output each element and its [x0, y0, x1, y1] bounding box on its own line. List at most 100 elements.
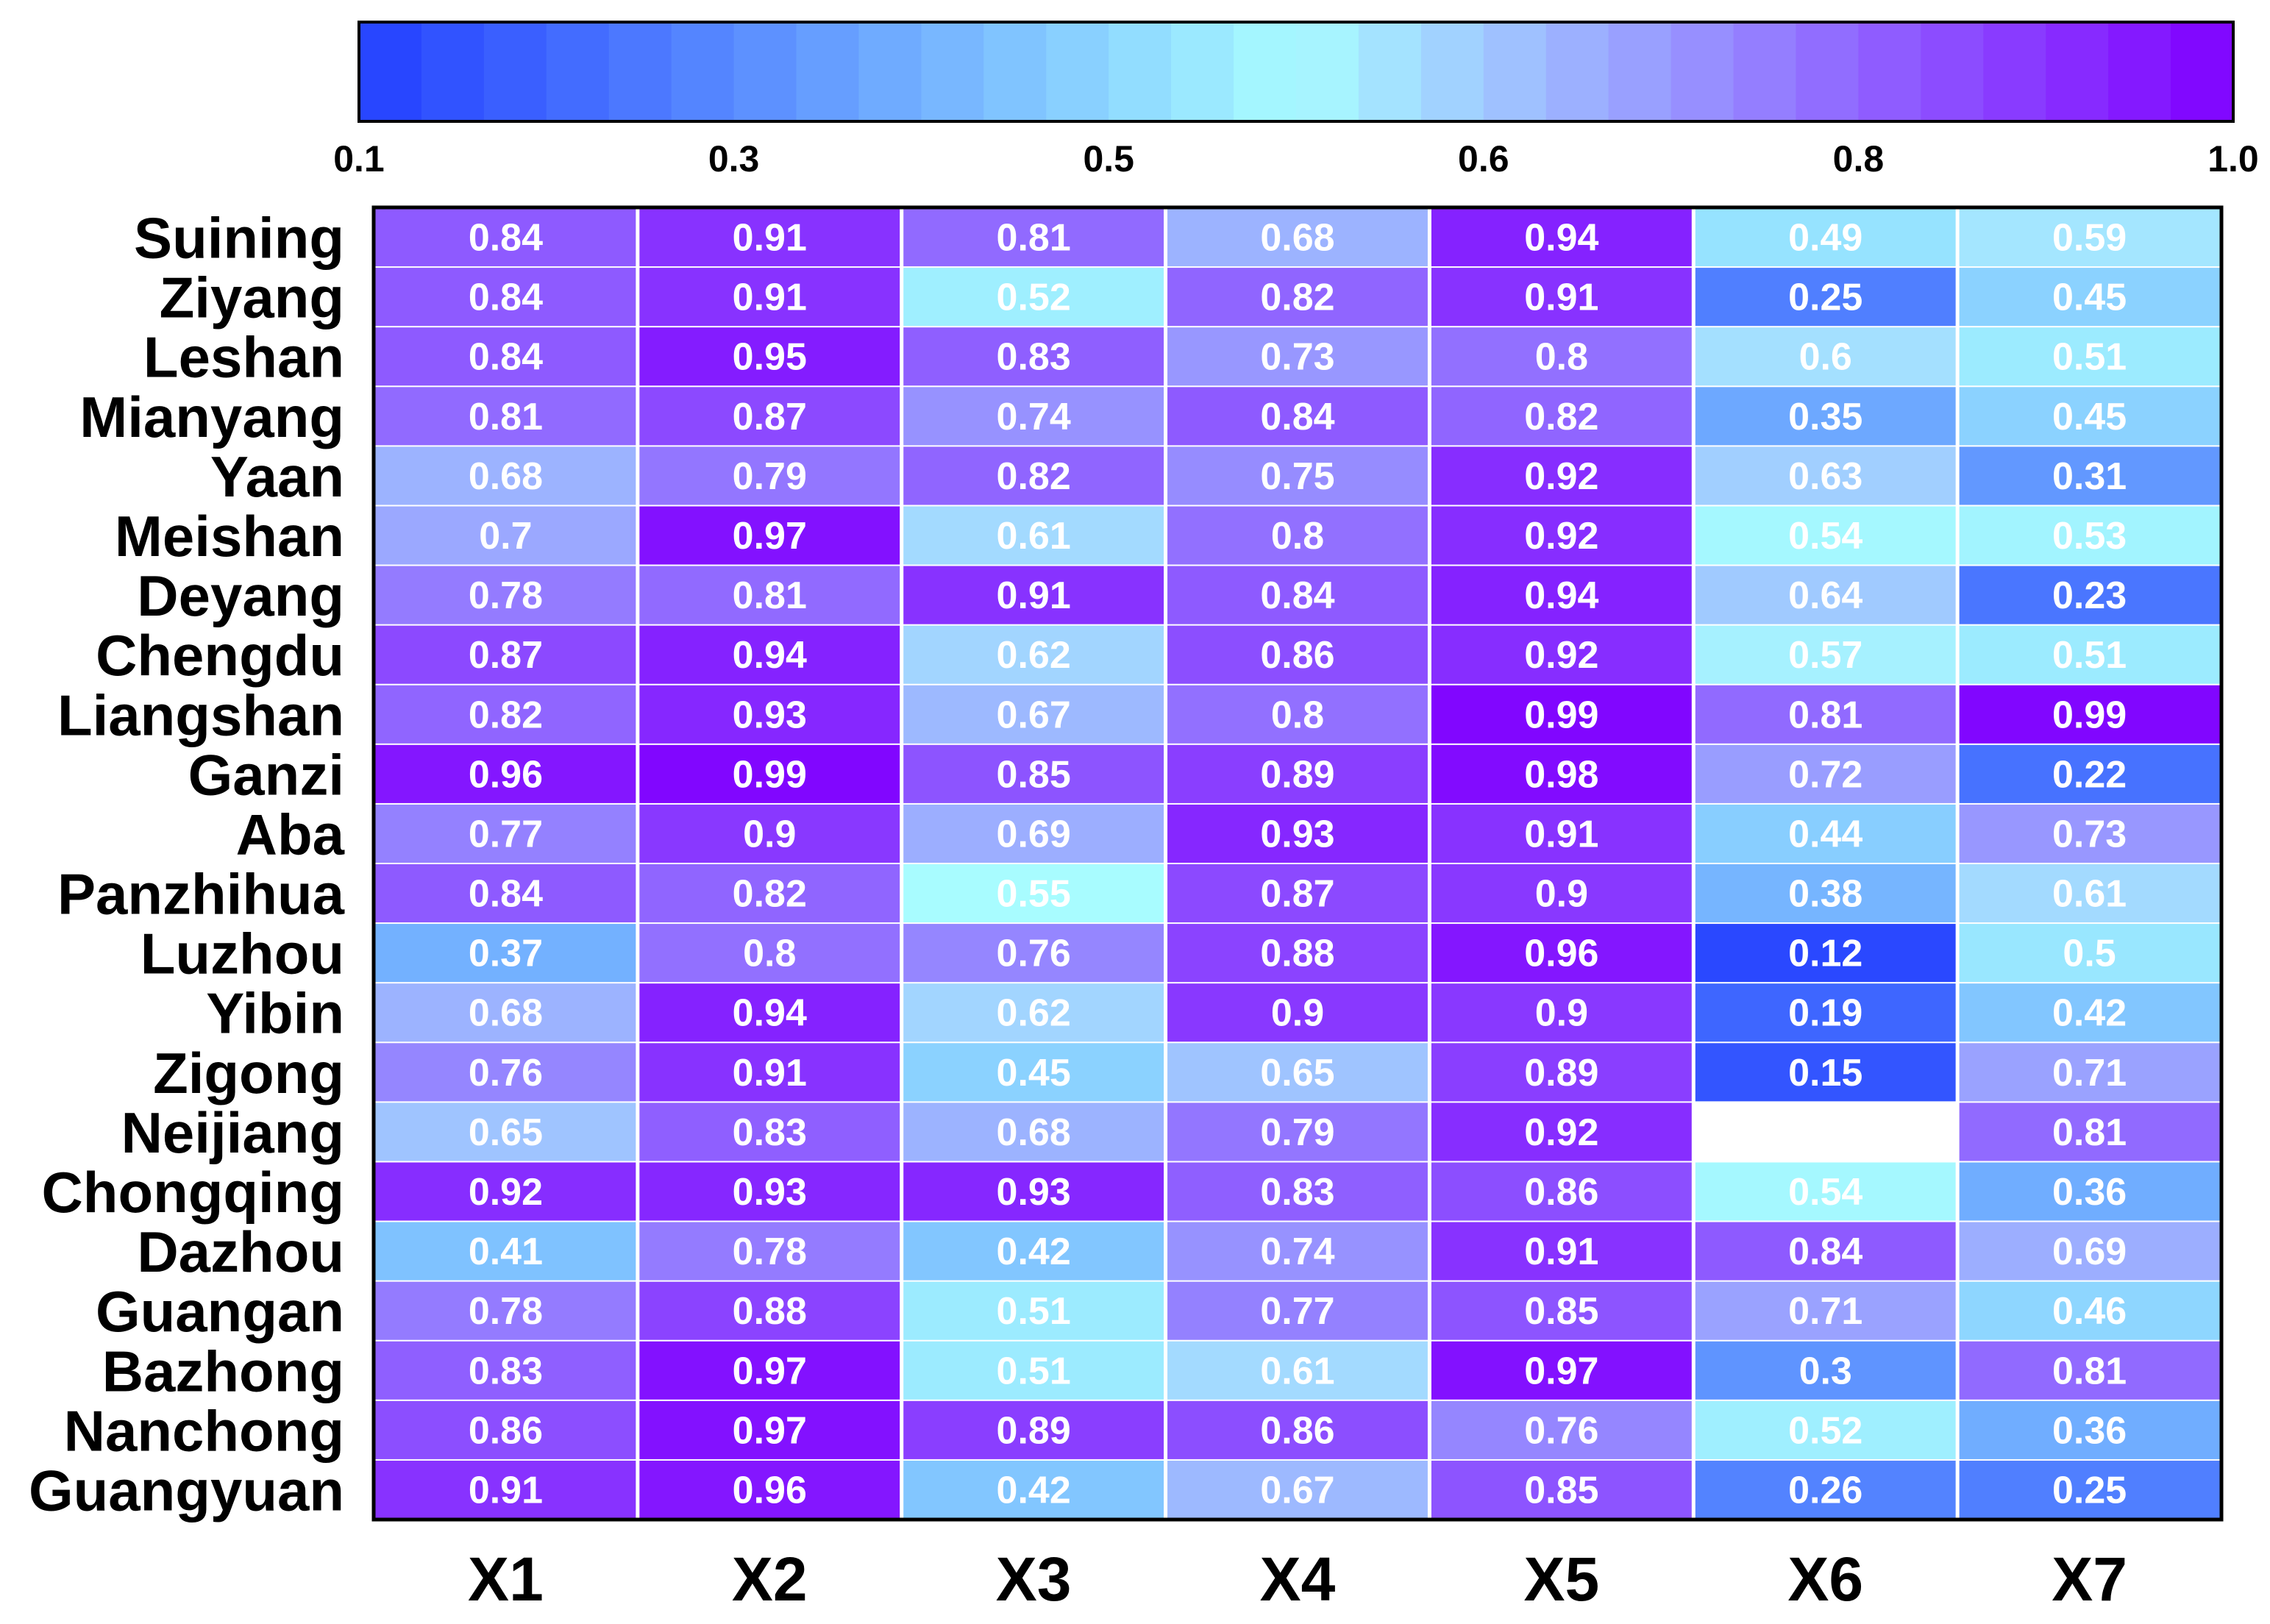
colorbar-step [608, 22, 672, 121]
cell-value-label: 0.99 [733, 753, 807, 796]
cell-value-label: 0.94 [733, 634, 807, 677]
cell-value-label: 0.62 [997, 992, 1071, 1035]
row-label: Chongqing [41, 1160, 344, 1225]
cell-value-label: 0.78 [469, 1290, 543, 1333]
cell-value-label: 0.51 [997, 1290, 1071, 1333]
cell-value-label: 0.5 [2063, 933, 2116, 975]
column-label: X7 [2052, 1545, 2127, 1614]
cell-value-label: 0.45 [997, 1052, 1071, 1094]
cell-value-label: 0.87 [1260, 873, 1334, 916]
heatmap-cell [1695, 1460, 1956, 1519]
heatmap-cell [1167, 864, 1428, 923]
cell-value-label: 0.9 [1271, 992, 1324, 1035]
heatmap-cell [1167, 625, 1428, 684]
cell-value-label: 0.91 [469, 1469, 543, 1511]
cell-value-label: 0.91 [1524, 1231, 1598, 1273]
heatmap-cell [1695, 864, 1956, 923]
heatmap-cell [1695, 1043, 1956, 1102]
cell-value-label: 0.93 [997, 1171, 1071, 1214]
row-label: Dazhou [137, 1219, 344, 1284]
heatmap-cell [1959, 1043, 2220, 1102]
row-label: Suining [134, 206, 344, 271]
heatmap-cell [903, 268, 1164, 327]
heatmap-cell [639, 1460, 900, 1519]
cell-value-label: 0.92 [1524, 634, 1598, 677]
cell-value-label: 0.84 [469, 873, 543, 916]
heatmap-cell [1959, 924, 2220, 983]
cell-value-label: 0.91 [733, 217, 807, 260]
cell-value-label: 0.99 [2052, 694, 2127, 736]
heatmap-cell [1695, 625, 1956, 684]
cell-value-label: 0.8 [1271, 694, 1324, 736]
heatmap-cell [903, 1460, 1164, 1519]
colorbar-step [1796, 22, 1860, 121]
colorbar-step [1420, 22, 1484, 121]
heatmap-cell [375, 864, 636, 923]
heatmap-cell [1167, 1043, 1428, 1102]
colorbar-step [983, 22, 1047, 121]
heatmap-cell [639, 625, 900, 684]
heatmap-cell [1959, 1400, 2220, 1459]
cell-value-label: 0.85 [1524, 1290, 1598, 1333]
colorbar-step [1983, 22, 2046, 121]
column-label: X1 [468, 1545, 544, 1614]
heatmap-cell [1167, 924, 1428, 983]
heatmap-cell [375, 1400, 636, 1459]
colorbar-step [2108, 22, 2171, 121]
colorbar-tick-label: 0.1 [333, 138, 385, 179]
colorbar-step [1858, 22, 1922, 121]
heatmap-cell [1431, 685, 1692, 744]
cell-value-label: 0.96 [1524, 933, 1598, 975]
row-label: Ganzi [188, 742, 344, 807]
heatmap-cell [1695, 1400, 1956, 1459]
cell-value-label: 0.72 [1788, 753, 1862, 796]
colorbar-step [1234, 22, 1297, 121]
heatmap-cell [1431, 864, 1692, 923]
heatmap-cell [1959, 744, 2220, 803]
row-label: Ziyang [160, 266, 344, 330]
heatmap-cell [639, 924, 900, 983]
heatmap-cell [903, 804, 1164, 863]
heatmap-cell [1959, 1222, 2220, 1281]
heatmap-cell [1695, 1341, 1956, 1400]
cell-value-label: 0.45 [2052, 396, 2127, 438]
cell-value-label: 0.85 [1524, 1469, 1598, 1511]
heatmap-cell [1167, 685, 1428, 744]
cell-value-label: 0.87 [469, 634, 543, 677]
row-label: Bazhong [102, 1339, 344, 1403]
cell-value-label: 0.71 [2052, 1052, 2127, 1094]
cell-value-label: 0.68 [997, 1111, 1071, 1154]
heatmap-cell [1167, 1281, 1428, 1340]
column-label: X2 [732, 1545, 808, 1614]
cell-value-label: 0.94 [1524, 574, 1598, 617]
cell-value-label: 0.12 [1788, 933, 1862, 975]
heatmap-cell [1959, 864, 2220, 923]
heatmap-cell [1431, 1222, 1692, 1281]
cell-value-label: 0.89 [997, 1409, 1071, 1452]
row-label: Panzhihua [57, 862, 345, 927]
heatmap-cell [375, 625, 636, 684]
cell-value-label: 0.81 [469, 396, 543, 438]
row-label: Liangshan [57, 683, 344, 747]
cell-value-label: 0.73 [1260, 336, 1334, 379]
colorbar-step [921, 22, 985, 121]
colorbar-frame [357, 21, 2235, 123]
heatmap-cell [639, 1222, 900, 1281]
heatmap-cell [375, 1460, 636, 1519]
heatmap-cell [1431, 804, 1692, 863]
cell-value-label: 0.82 [469, 694, 543, 736]
heatmap-cell [375, 1043, 636, 1102]
cell-value-label: 0.76 [997, 933, 1071, 975]
heatmap-cell [1167, 446, 1428, 505]
row-label: Aba [236, 802, 345, 866]
cell-value-label: 0.9 [1535, 992, 1588, 1035]
heatmap-cell [1431, 1341, 1692, 1400]
heatmap-cell [1959, 1460, 2220, 1519]
cell-value-label: 0.51 [2052, 634, 2127, 677]
column-labels: X1 X2 X3 X4 X5 X6 X7 [468, 1545, 2127, 1614]
cell-value-label: 0.76 [469, 1052, 543, 1094]
cell-value-label: 0.83 [997, 336, 1071, 379]
colorbar-tick-label: 1.0 [2207, 138, 2259, 179]
cell-value-label: 0.88 [1260, 933, 1334, 975]
cell-value-label: 0.91 [1524, 813, 1598, 855]
